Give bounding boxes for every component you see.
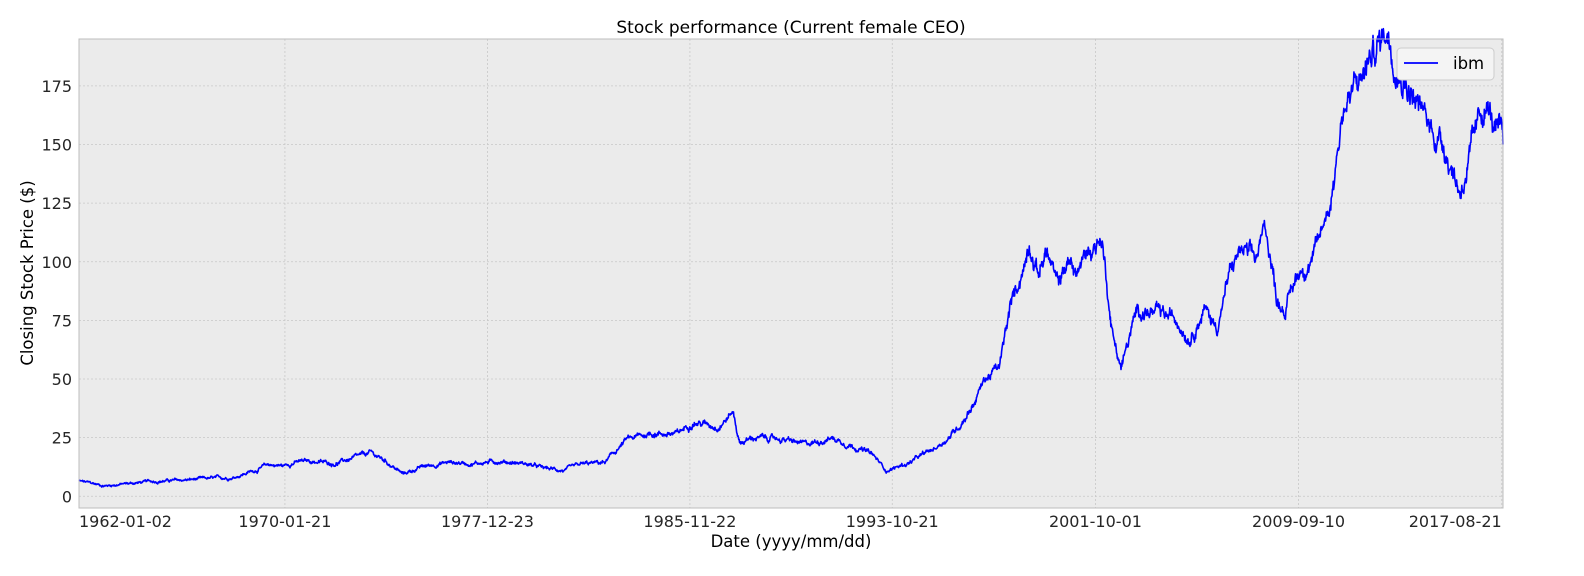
x-tick-label: 2001-10-01 [1049,512,1142,531]
y-tick-label: 100 [41,253,72,272]
plot-frame [78,38,1504,509]
series-line-ibm [78,27,1504,488]
legend: ibm [1396,47,1495,81]
x-tick-label: 1962-01-02 [79,512,172,531]
x-tick-label: 1993-10-21 [846,512,939,531]
chart-title: Stock performance (Current female CEO) [616,18,965,38]
x-axis-label: Date (yyyy/mm/dd) [711,532,872,551]
y-tick-label: 175 [41,77,72,96]
y-tick-label: 50 [52,370,72,389]
y-axis-label: Closing Stock Price ($) [18,180,37,365]
x-tick-label: 2017-08-21 [1409,512,1502,531]
series-layer [78,27,1504,488]
x-tick-label: 1985-11-22 [643,512,736,531]
plot-background [79,39,1503,508]
x-tick-label: 1977-12-23 [441,512,534,531]
legend-entry-ibm: ibm [1453,54,1484,73]
legend-box [1396,47,1495,81]
tick-labels: 0 25 50 75 100 125 150 175 1962-01-02 1970-01-21 1… [41,77,1501,531]
y-tick-label: 125 [41,194,72,213]
y-tick-label: 0 [62,487,72,506]
y-tick-label: 75 [52,311,72,330]
grid-lines [78,39,1503,508]
y-tick-label: 150 [41,136,72,155]
y-tick-label: 25 [52,429,72,448]
x-tick-label: 2009-09-10 [1252,512,1345,531]
x-tick-label: 1970-01-21 [238,512,331,531]
